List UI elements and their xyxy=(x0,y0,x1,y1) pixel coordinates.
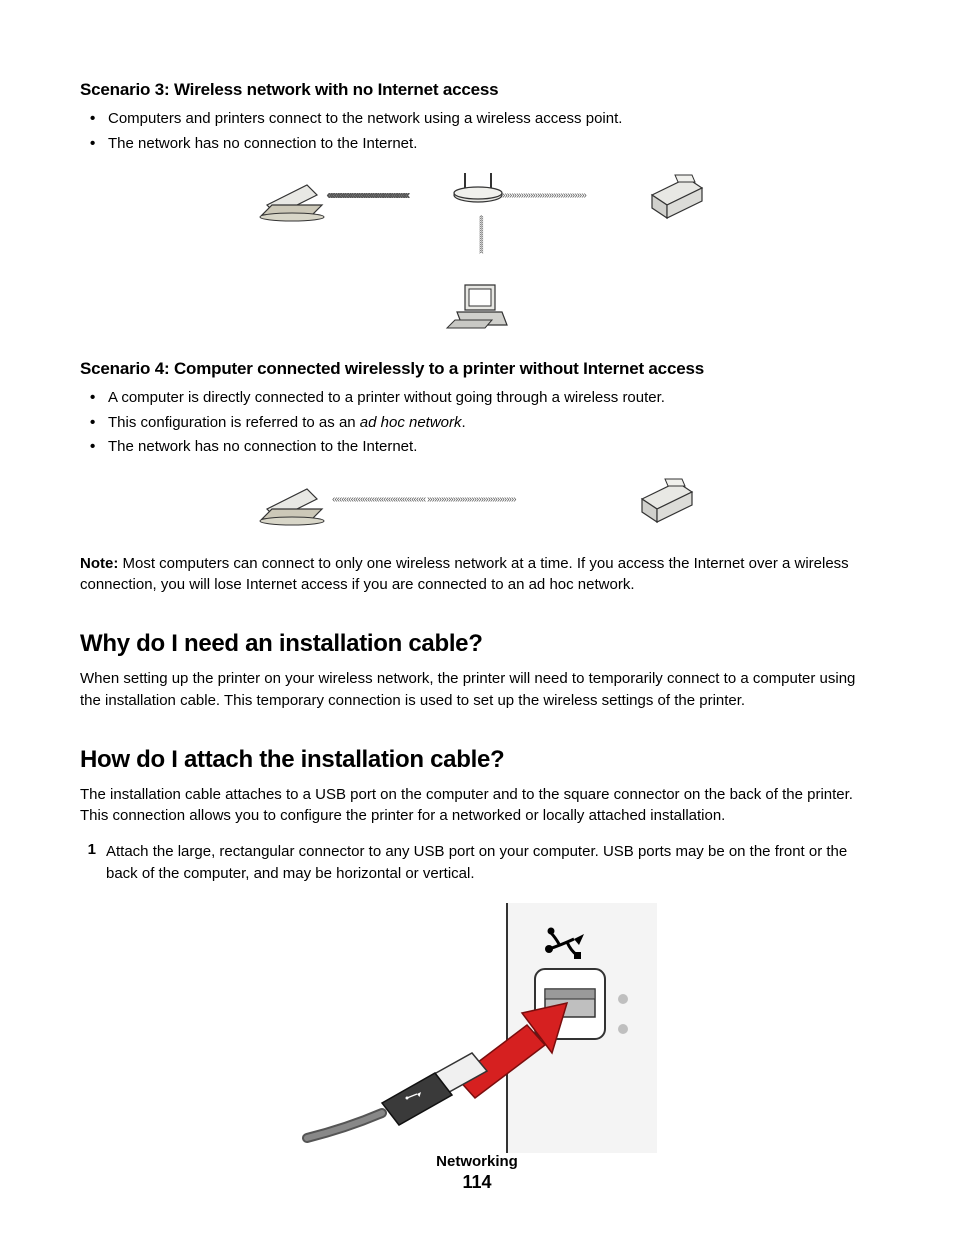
scenario3-bullets: Computers and printers connect to the ne… xyxy=(80,108,874,155)
scenario4-bullet-1: This configuration is referred to as an … xyxy=(108,412,874,435)
svg-text:‹‹‹‹‹‹‹‹‹‹‹‹‹‹‹‹‹‹‹‹‹‹‹‹‹‹‹‹‹‹: ‹‹‹‹‹‹‹‹‹‹‹‹‹‹‹‹‹‹‹‹‹‹‹‹‹‹‹‹‹‹‹‹‹‹‹ xyxy=(327,190,409,201)
how-step-1-text: Attach the large, rectangular connector … xyxy=(106,841,874,885)
how-step-1-num: 1 xyxy=(80,841,96,885)
how-heading: How do I attach the installation cable? xyxy=(80,746,874,774)
note-paragraph: Note: Most computers can connect to only… xyxy=(80,553,874,597)
why-heading: Why do I need an installation cable? xyxy=(80,630,874,658)
scenario3-heading: Scenario 3: Wireless network with no Int… xyxy=(80,80,874,100)
note-label: Note: xyxy=(80,555,123,572)
scenario4-adhoc-italic: ad hoc network xyxy=(360,414,462,431)
usb-cable-icon xyxy=(307,1053,487,1138)
router-icon xyxy=(454,173,502,202)
laptop-icon xyxy=(257,185,324,221)
scenario3-bullet-0: Computers and printers connect to the ne… xyxy=(108,108,874,131)
how-step-1: 1 Attach the large, rectangular connecto… xyxy=(80,841,874,885)
scenario4-heading: Scenario 4: Computer connected wirelessl… xyxy=(80,359,874,379)
laptop-icon xyxy=(260,489,324,525)
footer-page-number: 114 xyxy=(0,1172,954,1193)
scenario3-diagram: ‹‹‹‹‹‹‹‹‹‹‹‹‹‹‹‹‹‹‹‹‹‹‹‹‹‹‹‹‹‹‹‹‹‹‹ ››››… xyxy=(80,165,874,345)
scenario4-diagram: ‹‹‹‹‹‹‹‹‹‹‹‹‹‹‹‹‹‹‹‹‹‹‹‹‹‹‹‹‹‹‹‹‹‹‹‹‹‹‹‹… xyxy=(80,469,874,539)
how-body: The installation cable attaches to a USB… xyxy=(80,784,874,828)
why-body: When setting up the printer on your wire… xyxy=(80,668,874,712)
scenario4-bullet-2: The network has no connection to the Int… xyxy=(108,436,874,459)
scenario4-adhoc-period: . xyxy=(462,414,466,431)
svg-text:‹‹‹‹‹‹‹‹‹‹‹‹‹‹‹‹‹‹‹‹‹‹‹‹‹‹‹‹‹‹: ‹‹‹‹‹‹‹‹‹‹‹‹‹‹‹‹‹‹‹‹‹‹‹‹‹‹‹‹‹‹‹‹‹‹‹‹‹‹‹‹… xyxy=(332,494,516,505)
scenario4-bullets: A computer is directly connected to a pr… xyxy=(80,387,874,459)
scenario4-bullet-1-pre: This configuration is referred to as an xyxy=(108,414,360,431)
desktop-icon xyxy=(447,285,507,328)
usb-diagram xyxy=(80,903,874,1153)
note-text: Most computers can connect to only one w… xyxy=(80,555,849,594)
scenario3-bullet-1: The network has no connection to the Int… xyxy=(108,133,874,156)
page-footer: Networking 114 xyxy=(0,1153,954,1193)
scenario4-bullet-0: A computer is directly connected to a pr… xyxy=(108,387,874,410)
svg-text:››››››››››››››››››››››››››››››: ›››››››››››››››››››››››››››››››››››› xyxy=(502,190,587,201)
footer-section: Networking xyxy=(0,1153,954,1170)
svg-text:‹‹‹‹‹‹‹‹‹‹‹‹‹‹‹‹‹‹‹: ‹‹‹‹‹‹‹‹‹‹‹‹‹‹‹‹‹‹‹ xyxy=(477,215,487,254)
printer-icon xyxy=(642,479,692,522)
printer-icon xyxy=(652,175,702,218)
